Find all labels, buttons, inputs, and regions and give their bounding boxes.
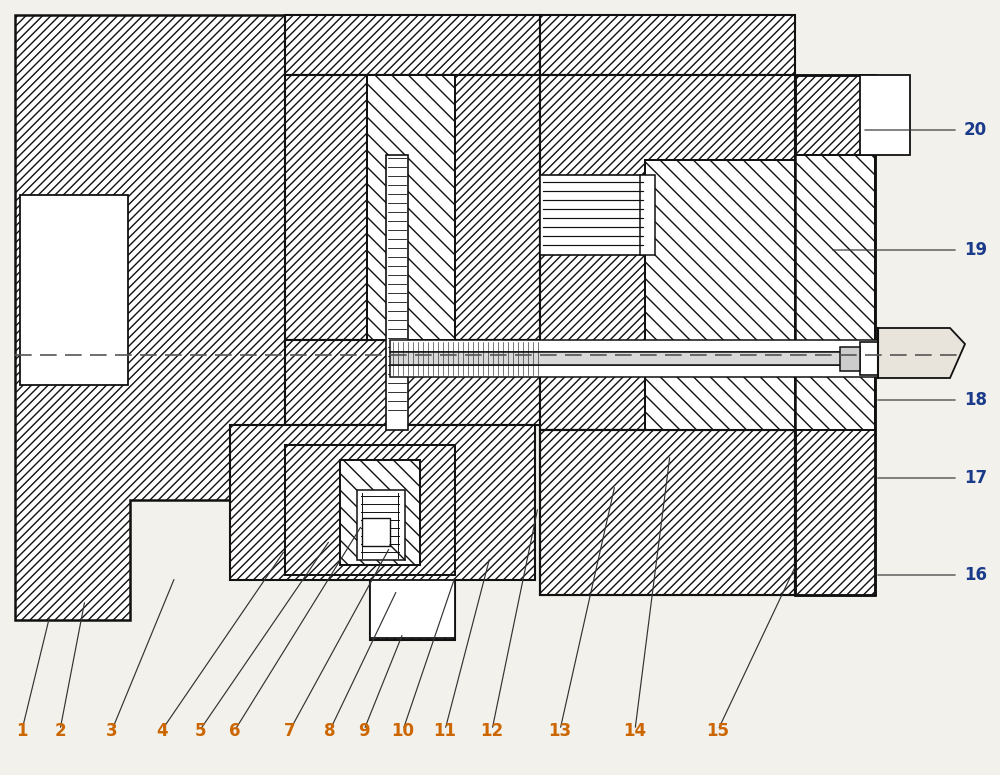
Text: 10: 10 xyxy=(392,722,415,740)
Text: 3: 3 xyxy=(106,722,118,740)
Bar xyxy=(540,175,645,255)
Text: 19: 19 xyxy=(964,241,987,259)
Text: 2: 2 xyxy=(54,722,66,740)
Bar xyxy=(795,155,875,430)
Text: 17: 17 xyxy=(964,469,987,487)
Bar xyxy=(340,460,420,565)
Text: 11: 11 xyxy=(434,722,456,740)
Bar xyxy=(540,430,795,595)
Text: 15: 15 xyxy=(706,722,730,740)
Text: 14: 14 xyxy=(623,722,647,740)
Text: 1: 1 xyxy=(16,722,28,740)
Bar xyxy=(367,75,455,340)
Bar xyxy=(795,75,875,595)
Text: 5: 5 xyxy=(194,722,206,740)
Bar xyxy=(340,460,420,565)
Polygon shape xyxy=(15,15,285,620)
Text: 12: 12 xyxy=(480,722,504,740)
Bar xyxy=(840,347,860,371)
Bar xyxy=(540,15,795,75)
Bar xyxy=(285,340,540,425)
Bar xyxy=(285,445,455,575)
Bar xyxy=(370,580,455,638)
Bar xyxy=(20,195,128,385)
Text: 9: 9 xyxy=(358,722,370,740)
Bar xyxy=(386,155,408,430)
Bar xyxy=(362,518,390,546)
Bar xyxy=(860,75,910,155)
Bar xyxy=(357,490,405,560)
Bar xyxy=(285,15,540,75)
Text: 6: 6 xyxy=(229,722,241,740)
Bar xyxy=(640,175,655,255)
Bar xyxy=(540,75,795,430)
Text: 16: 16 xyxy=(964,566,987,584)
Text: 20: 20 xyxy=(964,121,987,139)
Bar xyxy=(795,75,875,595)
Bar xyxy=(645,160,795,430)
Bar xyxy=(390,340,878,352)
Bar xyxy=(795,155,875,430)
Text: 7: 7 xyxy=(284,722,296,740)
Bar xyxy=(285,75,540,340)
Text: 4: 4 xyxy=(156,722,168,740)
Bar xyxy=(645,160,795,430)
Bar xyxy=(390,365,878,377)
Polygon shape xyxy=(230,425,535,640)
Text: 13: 13 xyxy=(548,722,572,740)
Polygon shape xyxy=(878,328,965,378)
Text: 8: 8 xyxy=(324,722,336,740)
Bar xyxy=(285,445,455,575)
Bar xyxy=(367,75,455,340)
Text: 18: 18 xyxy=(964,391,987,409)
Bar xyxy=(540,430,795,595)
Bar xyxy=(390,352,878,365)
Bar xyxy=(860,342,885,375)
